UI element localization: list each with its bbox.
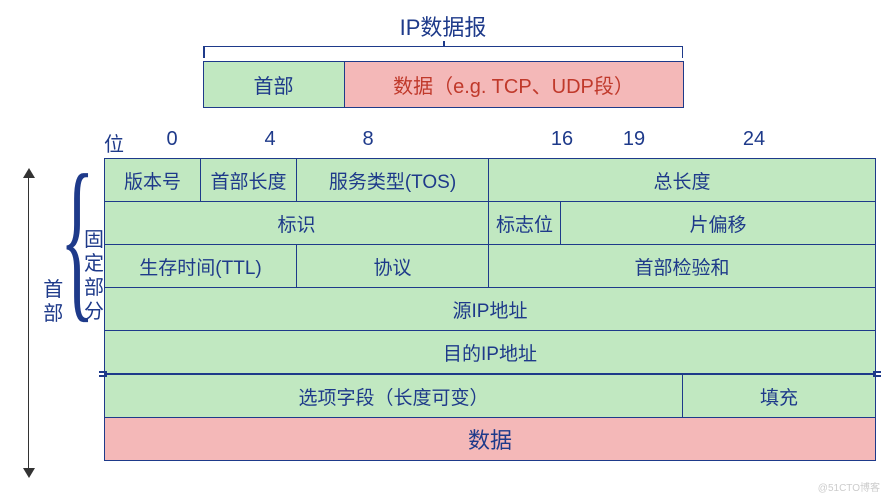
table-row: 版本号首部长度服务类型(TOS)总长度 xyxy=(105,159,875,202)
field-cell: 首部检验和 xyxy=(489,245,875,287)
bit-19: 19 xyxy=(623,128,645,151)
field-cell: 首部长度 xyxy=(201,159,297,201)
top-section: IP数据报 首部 数据（e.g. TCP、UDP段） xyxy=(10,10,876,108)
header-arrow xyxy=(18,168,39,478)
bit-label: 位 xyxy=(104,128,130,156)
left-brace: { xyxy=(60,128,91,378)
field-cell: 数据 xyxy=(105,418,875,460)
table-row: 标识标志位片偏移 xyxy=(105,202,875,245)
top-header-box: 首部 xyxy=(203,61,344,108)
field-cell: 填充 xyxy=(683,375,875,417)
bit-8: 8 xyxy=(362,128,373,151)
main-diagram: 首部 { 固定部分 位 04816192431 版本号首部长度服务类型(TOS)… xyxy=(18,128,876,478)
bit-0: 0 xyxy=(166,128,177,151)
bit-16: 16 xyxy=(551,128,573,151)
ip-datagram-title: IP数据报 xyxy=(10,10,876,42)
field-cell: 生存时间(TTL) xyxy=(105,245,297,287)
field-cell: 服务类型(TOS) xyxy=(297,159,489,201)
field-cell: 选项字段（长度可变） xyxy=(105,375,683,417)
top-data-box: 数据（e.g. TCP、UDP段） xyxy=(344,61,684,108)
table-row: 生存时间(TTL)协议首部检验和 xyxy=(105,245,875,288)
top-box-row: 首部 数据（e.g. TCP、UDP段） xyxy=(10,61,876,108)
field-cell: 协议 xyxy=(297,245,489,287)
bit-24: 24 xyxy=(743,128,765,151)
table-row: 数据 xyxy=(105,418,875,460)
bit-ruler: 位 04816192431 xyxy=(104,128,876,156)
table-row: 源IP地址 xyxy=(105,288,875,331)
field-cell: 总长度 xyxy=(489,159,875,201)
table-row: 选项字段（长度可变）填充 xyxy=(105,375,875,418)
table-row: 目的IP地址 xyxy=(105,331,875,374)
field-cell: 标识 xyxy=(105,202,489,244)
field-cell: 源IP地址 xyxy=(105,288,875,330)
bit-4: 4 xyxy=(264,128,275,151)
header-table-wrap: 位 04816192431 版本号首部长度服务类型(TOS)总长度标识标志位片偏… xyxy=(104,128,876,461)
field-cell: 目的IP地址 xyxy=(105,331,875,373)
ip-header-grid: 版本号首部长度服务类型(TOS)总长度标识标志位片偏移生存时间(TTL)协议首部… xyxy=(104,158,876,461)
top-bracket xyxy=(203,46,683,61)
field-cell: 片偏移 xyxy=(561,202,875,244)
watermark: @51CTO博客 xyxy=(818,479,880,494)
field-cell: 标志位 xyxy=(489,202,561,244)
field-cell: 版本号 xyxy=(105,159,201,201)
